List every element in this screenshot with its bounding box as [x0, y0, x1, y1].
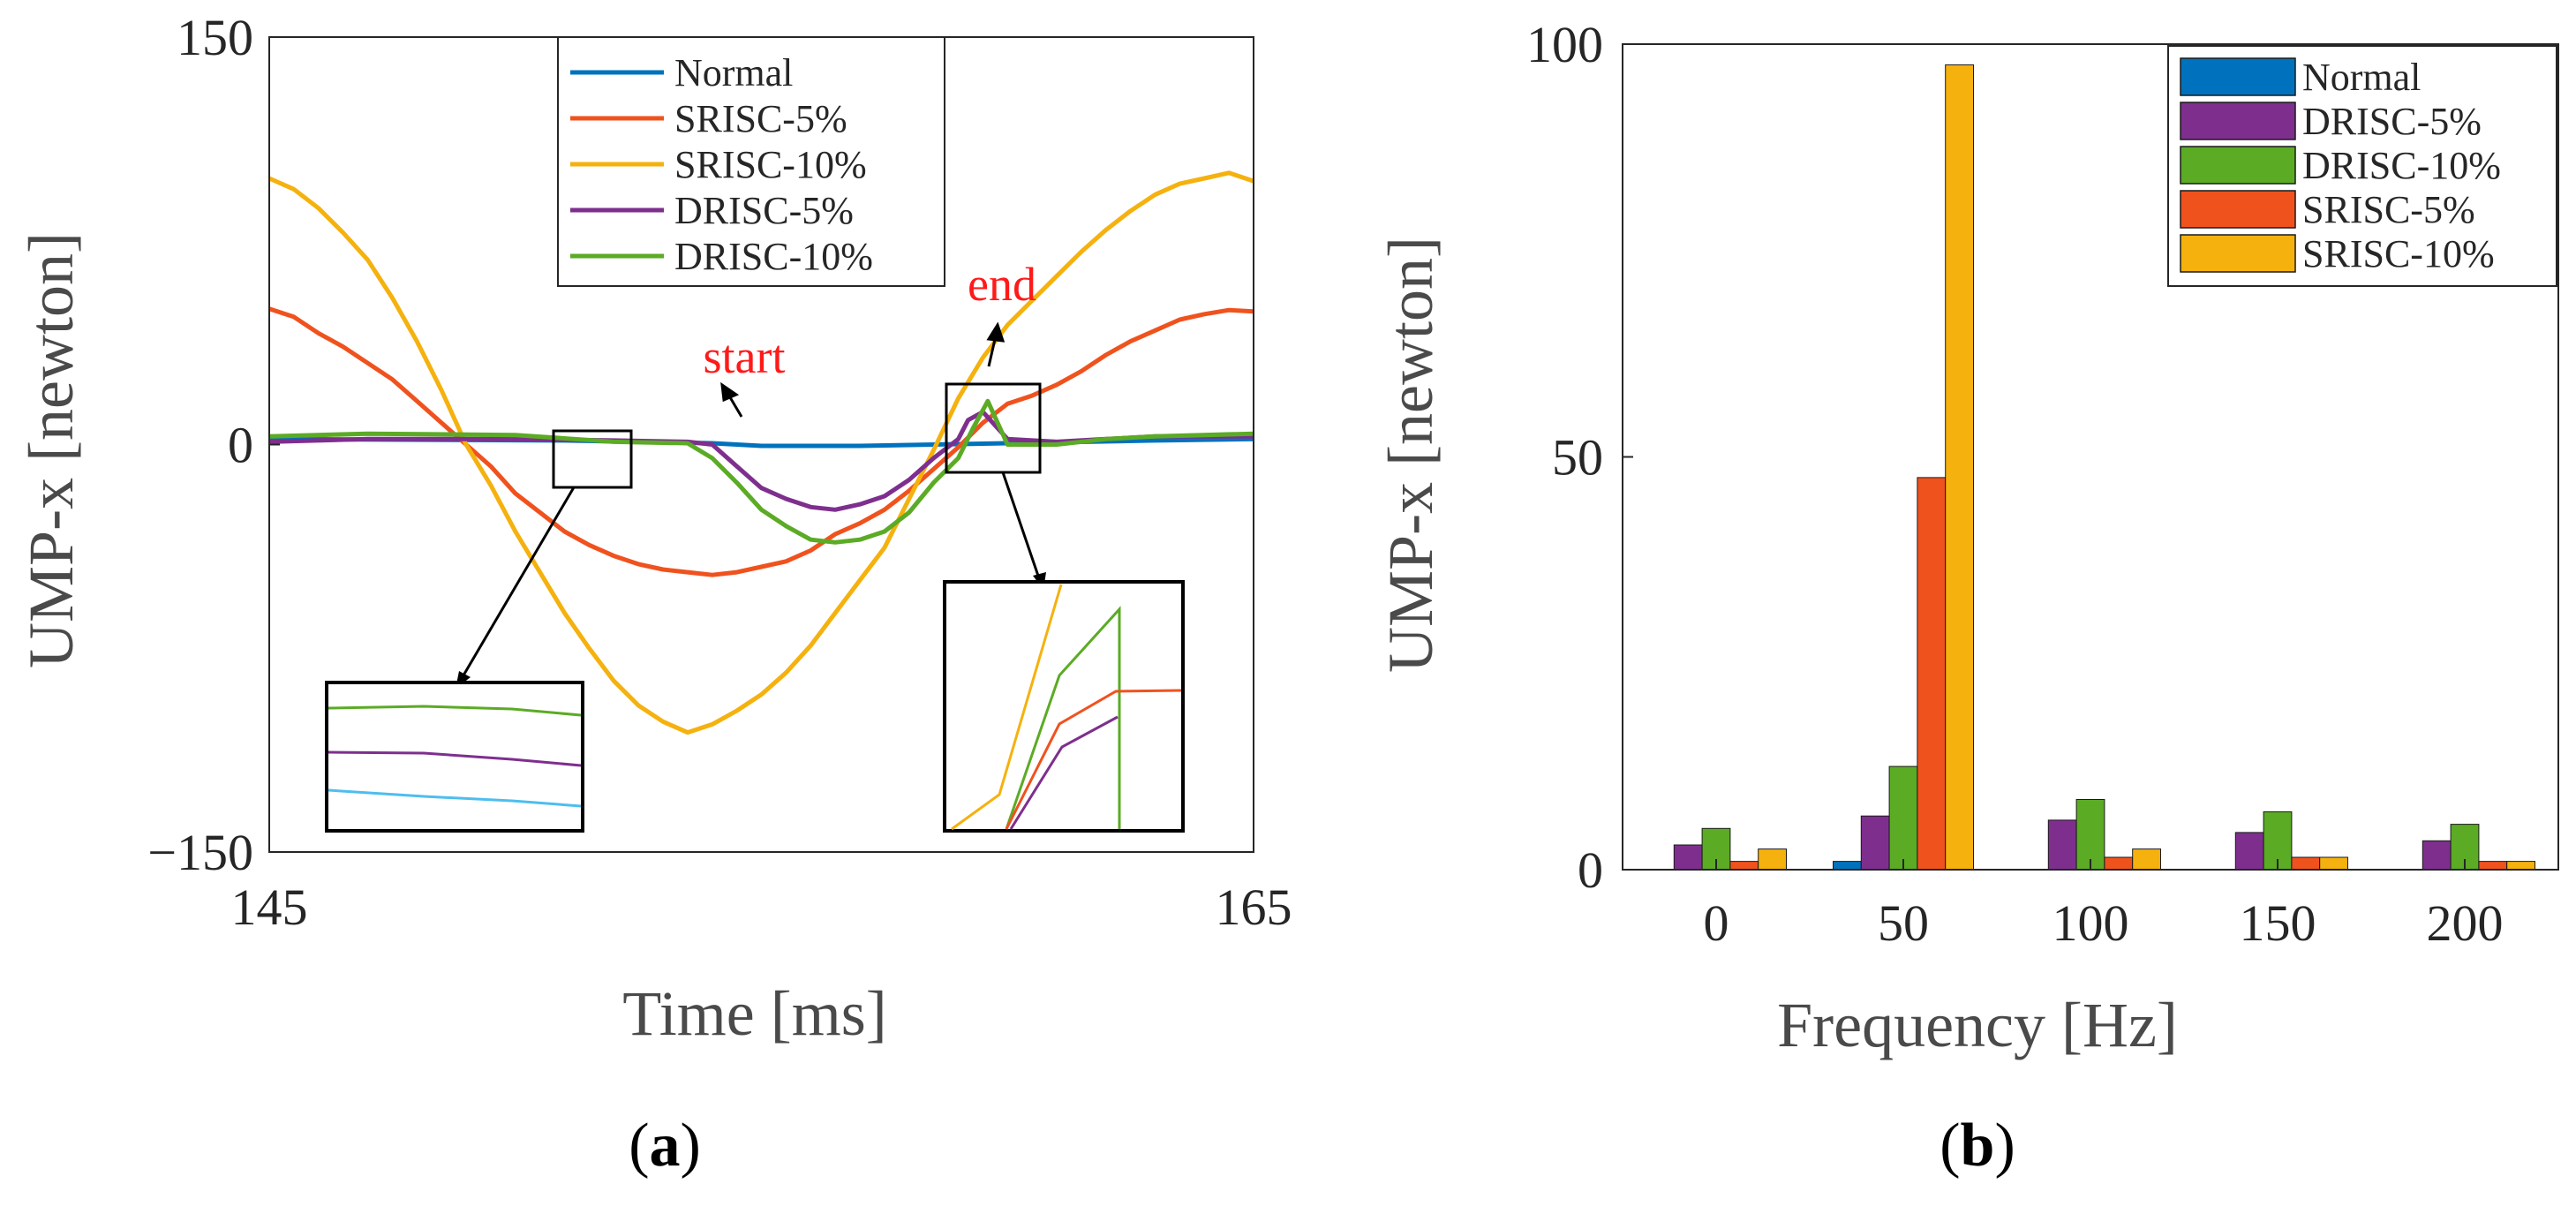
annotation-end: end [968, 258, 1036, 311]
start-arrowhead [720, 381, 740, 403]
bar-drisc-5-200hz [2422, 840, 2452, 871]
legend-label-drisc-10: DRISC-10% [2302, 144, 2501, 187]
legend-label-normal: Normal [674, 51, 793, 94]
panel-b-x-tick-labels: 0 50 100 150 200 [1704, 859, 2504, 952]
bar-drisc-5-150hz [2234, 832, 2264, 871]
panel-b-letter: b [1961, 1112, 1995, 1180]
panel-a-series-lines [267, 170, 1254, 735]
bar-drisc-5-0hz [1673, 844, 1703, 871]
annotation-start: start [704, 330, 786, 383]
bar-srisc-10-150hz [2319, 856, 2348, 871]
series-line-drisc-10 [268, 398, 1254, 545]
panel-a-x-axis-label: Time [ms] [622, 978, 886, 1049]
y-tick-label: 150 [177, 9, 253, 66]
legend-label-drisc-5: DRISC-5% [674, 189, 854, 232]
inset-left [325, 681, 584, 833]
zoom-pointer-right [1001, 471, 1042, 582]
panel-a-caption: (a) [629, 1112, 701, 1180]
bar-drisc-5-50hz [1860, 815, 1890, 871]
panel-b-caption: (b) [1940, 1112, 2015, 1180]
bar-srisc-5-50hz [1917, 477, 1947, 871]
panel-a-y-tick-labels: 150 0 −150 [147, 9, 280, 881]
inset-right-srisc10-line [951, 584, 1063, 831]
panel-a-x-tick-labels: 145 165 [231, 878, 1292, 936]
inset-right [943, 580, 1185, 833]
y-tick-label: 0 [1578, 841, 1603, 899]
zoom-box-left [552, 429, 633, 489]
legend-label-srisc-5: SRISC-5% [2302, 188, 2475, 231]
series-line-drisc-5 [268, 410, 1254, 512]
legend-label-srisc-10: SRISC-10% [674, 143, 867, 186]
inset-left-frame [325, 681, 584, 833]
bar-srisc-10-100hz [2132, 848, 2161, 871]
end-arrowhead [986, 321, 1006, 343]
inset-left-drisc5-line [328, 750, 582, 767]
bar-drisc-10-50hz [1888, 765, 1918, 871]
x-tick-label: 0 [1704, 894, 1729, 952]
bar-srisc-5-150hz [2291, 856, 2321, 871]
inset-left-normal-line [328, 788, 582, 808]
annotation-arrows [720, 321, 1006, 418]
y-tick-label: 100 [1526, 16, 1603, 73]
bar-srisc-5-0hz [1729, 861, 1759, 871]
bar-srisc-10-0hz [1758, 848, 1787, 871]
bar-drisc-5-100hz [2047, 819, 2077, 871]
panel-b-x-axis-label: Frequency [Hz] [1777, 990, 2178, 1060]
x-tick-label: 100 [2053, 894, 2129, 952]
panel-b-y-tick-labels: 0 50 100 [1526, 16, 1633, 899]
panel-a-line-chart: 150 0 −150 145 165 UMP-x [newton] Time [ms]… [16, 9, 1292, 1180]
bar-srisc-10-200hz [2506, 861, 2535, 871]
panel-b-bars [1673, 64, 2535, 871]
inset-right-frame [943, 580, 1185, 833]
legend-label-drisc-10: DRISC-10% [674, 235, 873, 278]
inset-right-srisc5-line [1005, 689, 1182, 830]
x-tick-label: 150 [2240, 894, 2316, 952]
x-tick-label: 200 [2427, 894, 2504, 952]
y-tick-label: 50 [1552, 429, 1603, 486]
bar-drisc-10-100hz [2075, 799, 2105, 871]
zoom-pointer-left [459, 486, 576, 681]
zoom-box-right [945, 382, 1042, 474]
legend-swatch-srisc-5 [2180, 190, 2296, 229]
x-tick-label: 165 [1216, 878, 1292, 936]
legend-label-drisc-5: DRISC-5% [2302, 100, 2482, 143]
inset-right-drisc10-line [1005, 606, 1121, 830]
legend-swatch-srisc-10 [2180, 234, 2296, 273]
zoom-indicators [459, 382, 1042, 681]
legend-swatch-normal [2180, 57, 2296, 96]
y-tick-label: 0 [228, 417, 253, 474]
x-tick-label: 145 [231, 878, 308, 936]
bar-srisc-5-100hz [2104, 856, 2134, 871]
legend-label-srisc-5: SRISC-5% [674, 97, 847, 140]
legend-swatch-drisc-10 [2180, 146, 2296, 185]
bar-normal-50hz [1833, 861, 1862, 871]
panel-b-bar-chart: 0 50 100 0 50 100 150 200 UMP-x [newton] Frequ… [1375, 16, 2559, 1180]
series-line-srisc-5 [268, 306, 1254, 577]
x-tick-label: 50 [1878, 894, 1929, 952]
y-tick-label: −150 [147, 824, 253, 881]
panel-b-y-axis-label: UMP-x [newton] [1375, 237, 1446, 673]
bar-srisc-10-50hz [1945, 64, 1974, 871]
legend-label-normal: Normal [2302, 56, 2421, 99]
inset-right-drisc5-line [1009, 715, 1119, 830]
bar-srisc-5-200hz [2478, 861, 2508, 871]
legend-label-srisc-10: SRISC-10% [2302, 232, 2495, 275]
inset-left-drisc10-line [328, 705, 582, 717]
legend-box [557, 36, 945, 287]
series-line-srisc-10 [267, 170, 1254, 735]
legend-swatch-drisc-5 [2180, 102, 2296, 140]
panel-a-y-axis-label: UMP-x [newton] [16, 232, 87, 668]
panel-a-letter: a [650, 1112, 681, 1180]
